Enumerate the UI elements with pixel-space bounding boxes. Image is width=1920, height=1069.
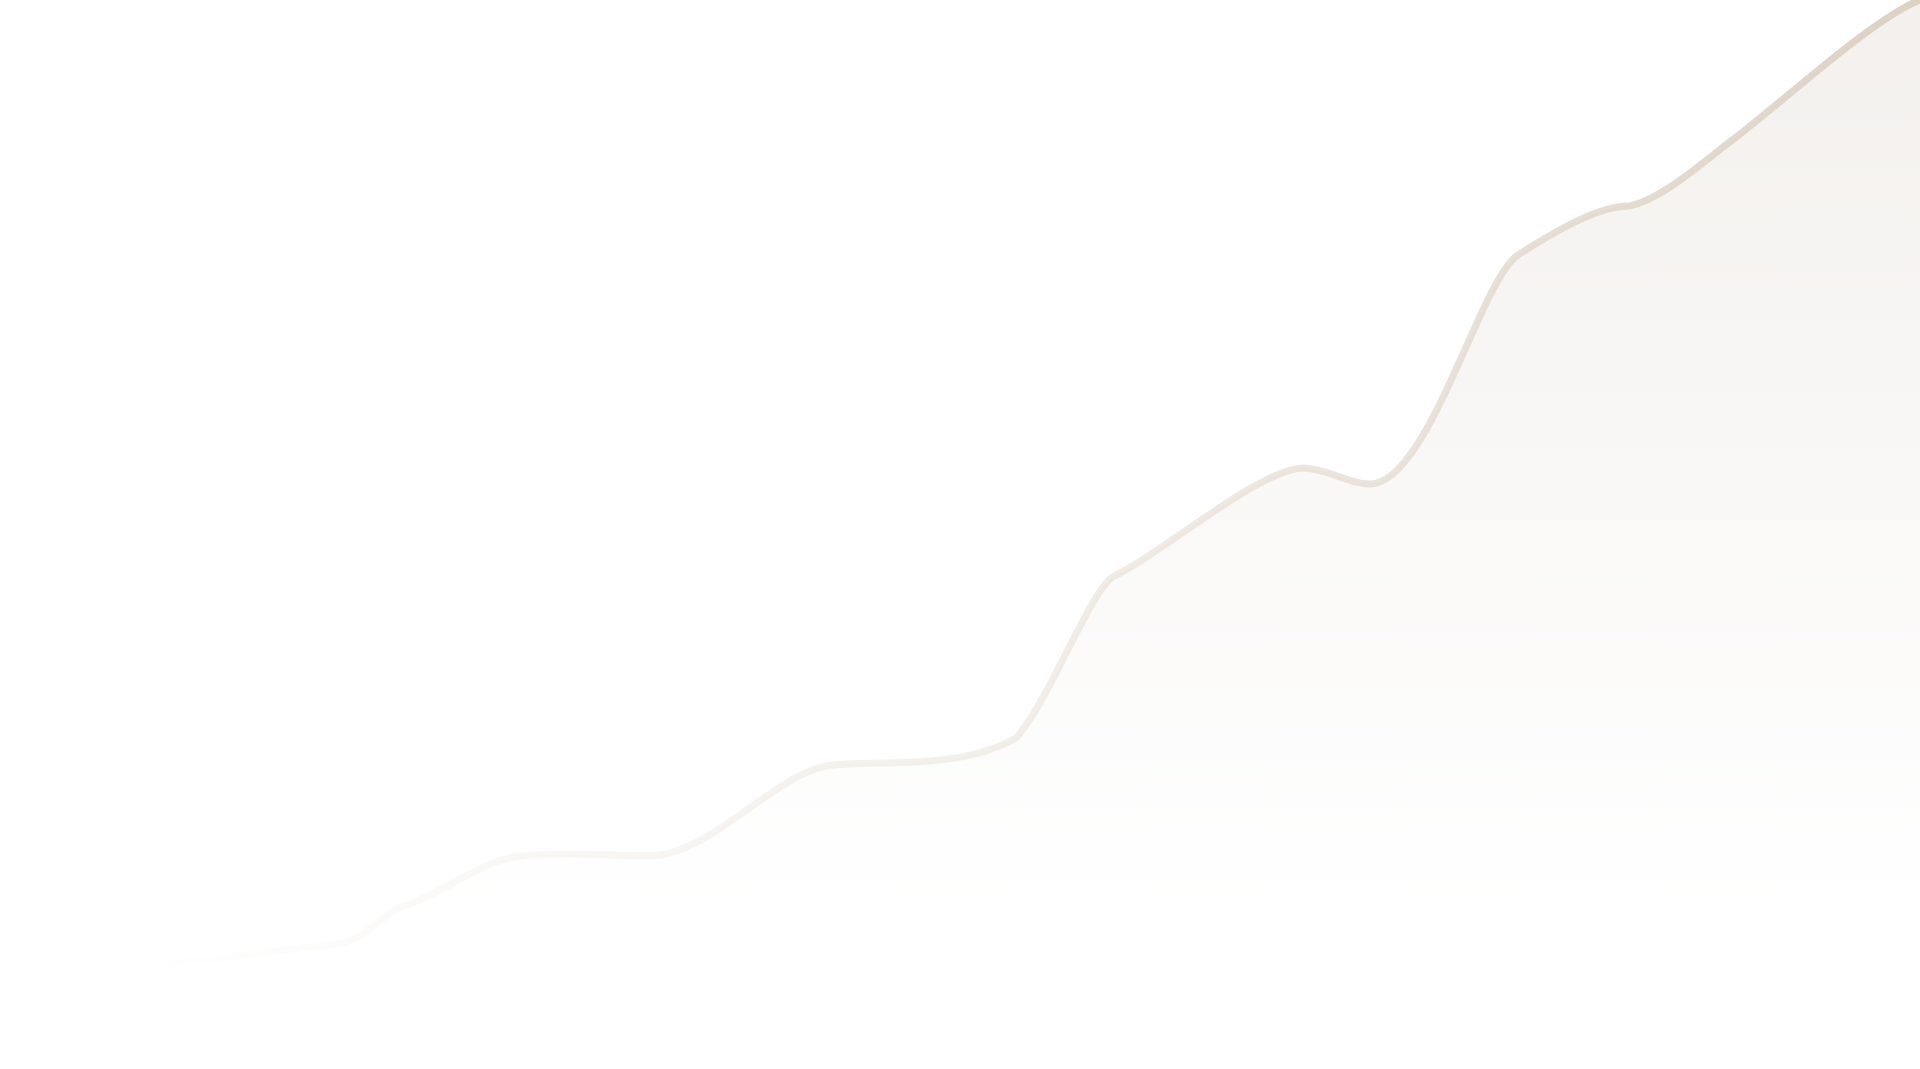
decorative-line (143, 0, 1920, 971)
decorative-area (147, 0, 1920, 1069)
